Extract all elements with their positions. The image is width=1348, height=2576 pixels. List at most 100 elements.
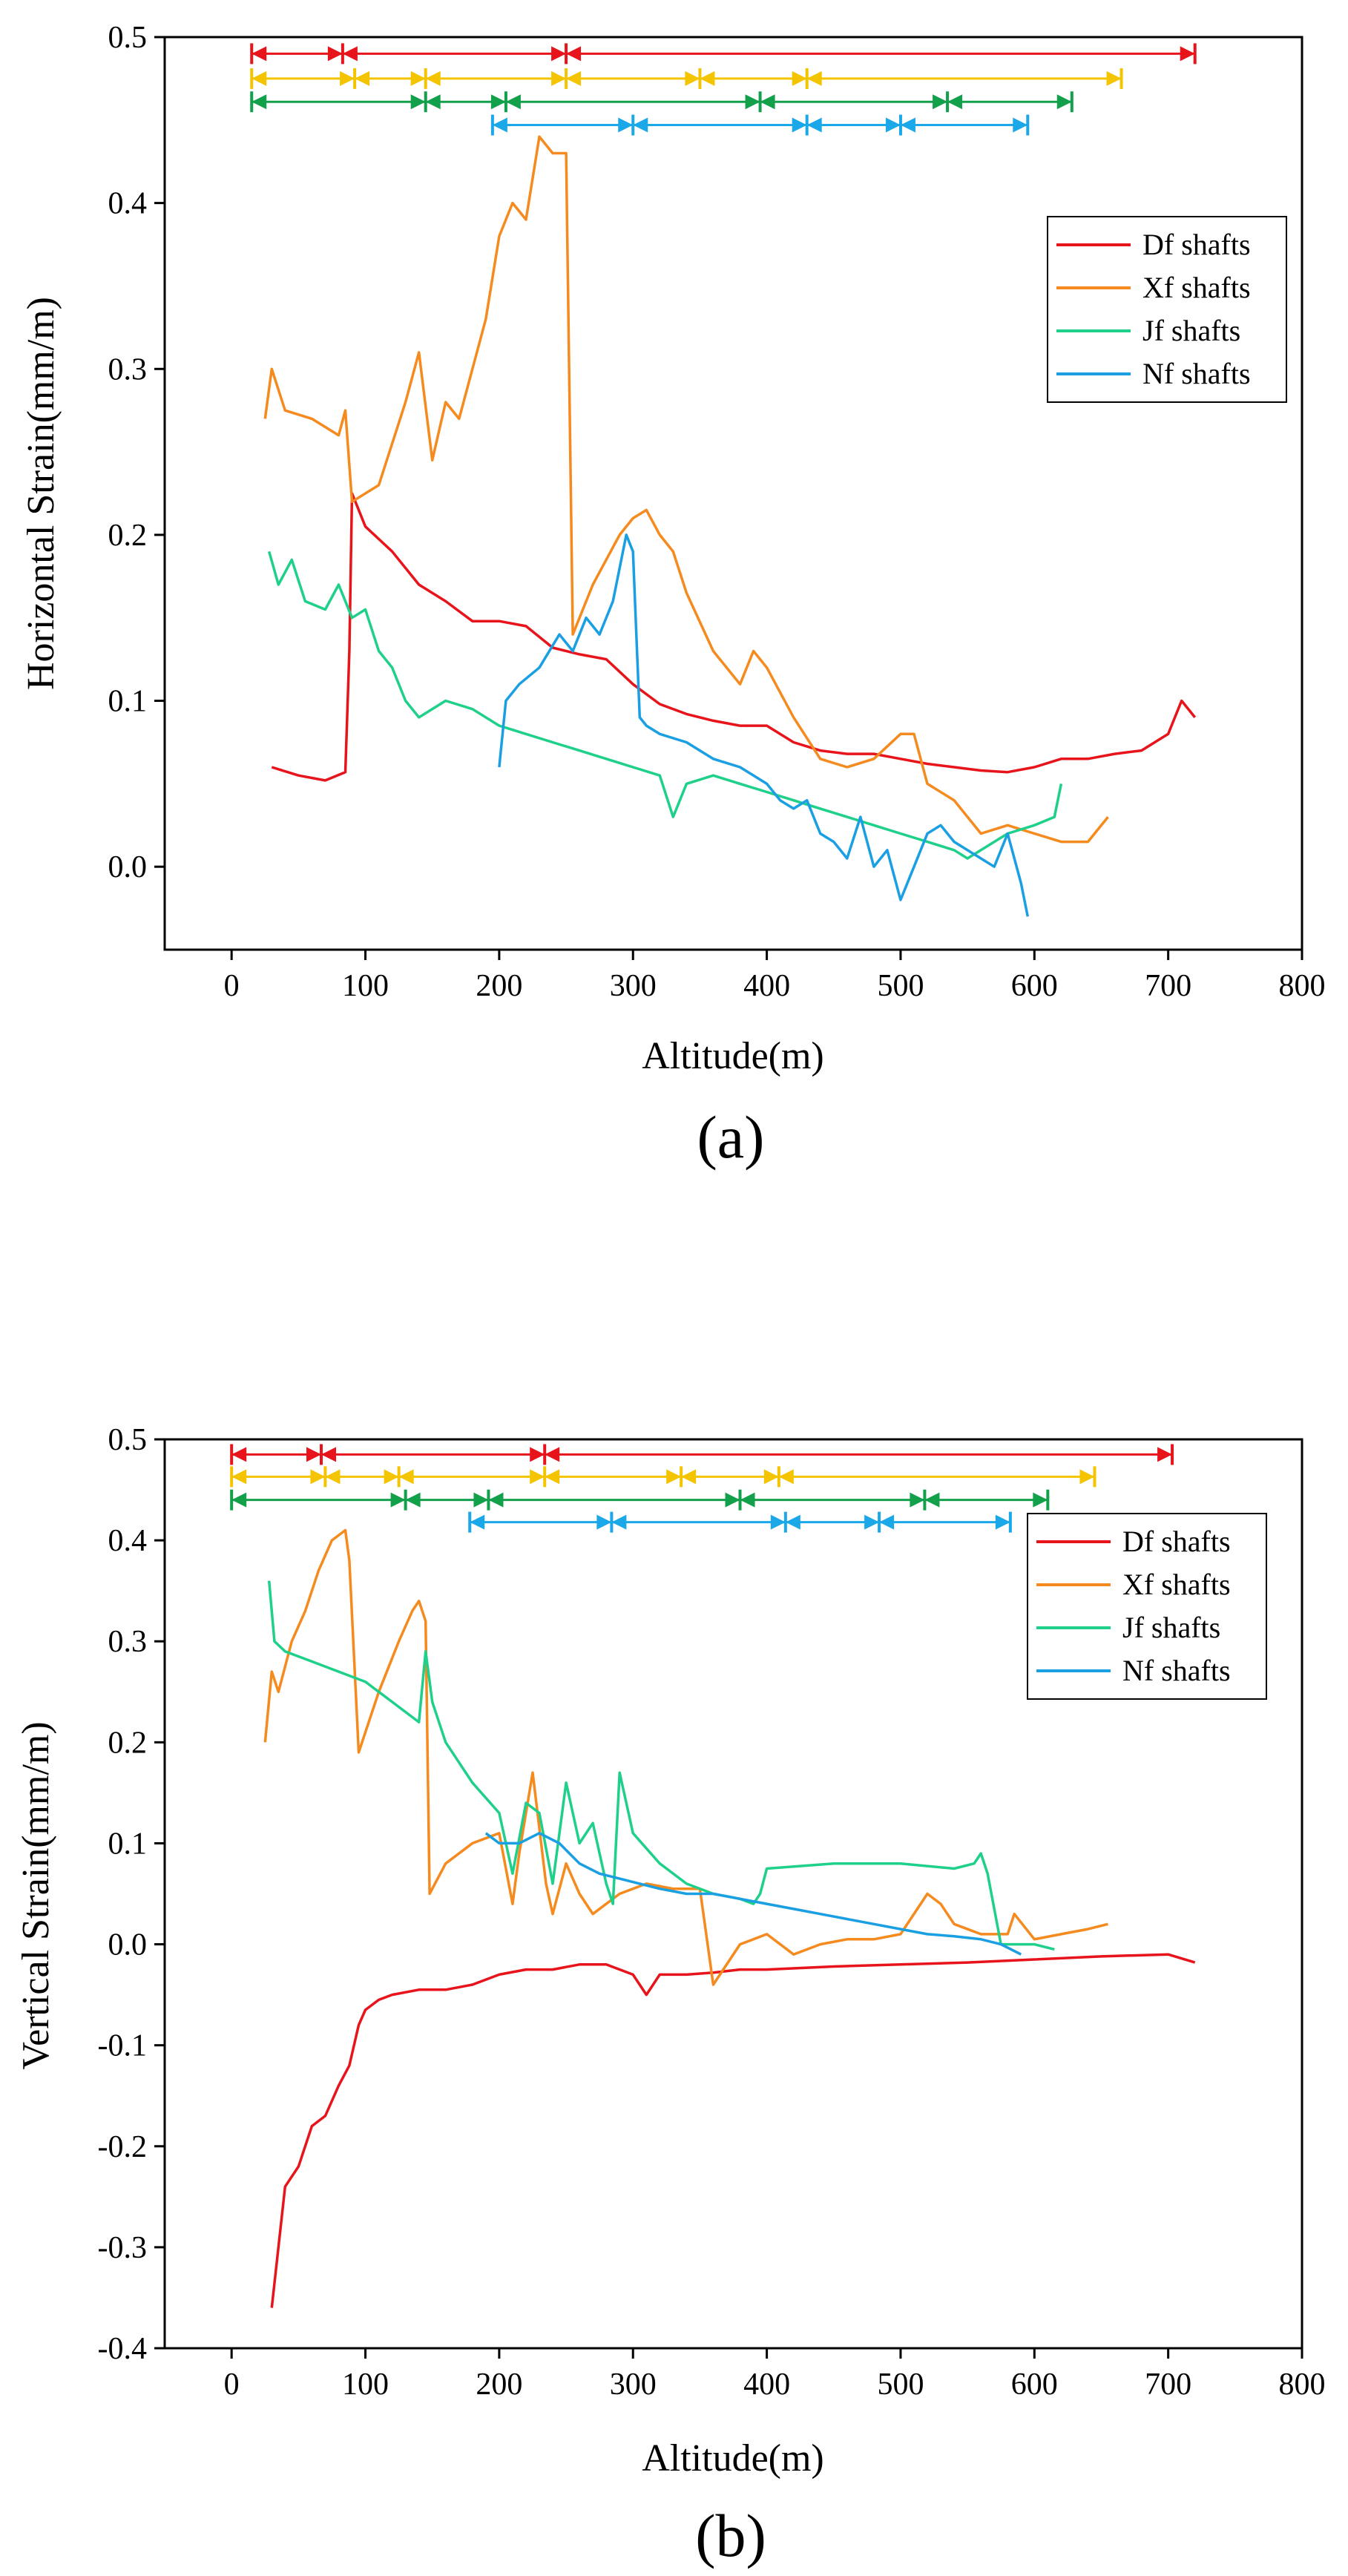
range-arrow-right-a-0-1: [551, 46, 567, 62]
series-line-b-jf-shafts: [267, 1580, 1055, 1951]
range-arrow-right-b-2-4: [1033, 1492, 1048, 1508]
plot-frame-a: [163, 36, 1303, 951]
range-arrow-right-b-3-3: [995, 1514, 1010, 1530]
range-arrow-right-a-0-2: [1180, 46, 1195, 62]
panel-a: 0 100 200 300 400 500 600 700 800 0.0 0.1 0.2 0.3 0.4…: [20, 21, 1326, 1171]
y-tick-label-a-1: 0.1: [108, 685, 148, 719]
range-arrow-right-a-3-1: [792, 117, 807, 133]
y-tick-label-b-2: 0.3: [108, 1625, 148, 1659]
series-line-b-df-shafts: [270, 1953, 1196, 2308]
range-arrow-right-b-0-2: [1157, 1447, 1173, 1462]
range-arrow-left-b-2-2: [488, 1492, 504, 1508]
series-a: [263, 135, 1197, 917]
range-arrow-left-b-2-3: [740, 1492, 755, 1508]
y-tick-label-b-6: -0.1: [98, 2029, 148, 2063]
series-b: [263, 1528, 1196, 2308]
range-arrow-right-b-3-2: [864, 1514, 880, 1530]
legend-label-b-0: Df shafts: [1122, 1525, 1231, 1558]
x-tick-label-a-1: 100: [342, 969, 389, 1003]
x-axis-label-b: Altitude(m): [642, 2437, 824, 2480]
y-tick-label-b-0: 0.5: [108, 1423, 148, 1457]
series-line-a-nf-shafts: [498, 533, 1030, 917]
range-arrow-left-a-3-3: [900, 117, 915, 133]
range-arrow-left-a-2-0: [251, 94, 267, 110]
range-bars-a: [250, 43, 1197, 136]
range-arrow-right-b-3-1: [770, 1514, 786, 1530]
x-tick-label-b-6: 600: [1011, 2368, 1058, 2402]
range-arrow-right-a-3-3: [1013, 117, 1028, 133]
series-line-a-xf-shafts: [263, 135, 1109, 844]
range-arrow-right-b-0-1: [530, 1447, 545, 1462]
range-arrow-right-a-1-2: [551, 70, 567, 86]
x-tick-label-b-7: 700: [1145, 2368, 1191, 2402]
range-arrow-left-a-2-3: [760, 94, 775, 110]
range-arrow-right-a-3-2: [885, 117, 901, 133]
range-arrow-left-a-3-1: [633, 117, 648, 133]
x-tick-label-a-2: 200: [476, 969, 522, 1003]
x-tick-label-b-3: 300: [610, 2368, 657, 2402]
range-arrow-left-a-1-2: [425, 70, 441, 86]
series-line-a-df-shafts: [271, 492, 1197, 782]
range-arrow-right-b-0-0: [306, 1447, 322, 1462]
range-arrow-left-a-1-4: [700, 70, 715, 86]
x-tick-label-b-0: 0: [224, 2368, 240, 2402]
x-tick-label-a-4: 400: [743, 969, 790, 1003]
plot-frame-b: [163, 1438, 1303, 2350]
y-tick-label-a-0: 0.0: [108, 850, 148, 884]
range-arrow-right-a-2-1: [490, 94, 506, 110]
range-arrow-right-b-1-1: [384, 1469, 399, 1485]
legend-label-b-2: Jf shafts: [1122, 1611, 1220, 1644]
x-tick-label-a-3: 300: [610, 969, 657, 1003]
legend-box-b: [1027, 1513, 1267, 1700]
range-arrow-right-b-3-0: [596, 1514, 612, 1530]
range-arrow-left-a-1-5: [806, 70, 822, 86]
range-arrow-left-b-3-1: [611, 1514, 627, 1530]
range-arrow-right-b-1-4: [763, 1469, 779, 1485]
range-arrow-right-b-2-0: [390, 1492, 406, 1508]
x-tick-label-a-8: 800: [1279, 969, 1326, 1003]
legend-label-a-1: Xf shafts: [1142, 271, 1251, 304]
range-arrow-left-a-0-1: [342, 46, 358, 62]
range-arrow-right-a-1-4: [792, 70, 807, 86]
range-arrow-left-b-2-4: [924, 1492, 940, 1508]
range-arrow-right-a-2-2: [745, 94, 760, 110]
legend-label-a-2: Jf shafts: [1142, 314, 1240, 347]
range-arrow-right-a-1-3: [685, 70, 700, 86]
y-tick-label-b-7: -0.2: [98, 2130, 148, 2164]
caption-b: (b): [695, 2502, 766, 2569]
x-tick-label-b-1: 100: [342, 2368, 389, 2402]
range-arrow-right-a-2-0: [410, 94, 426, 110]
legend-label-b-3: Nf shafts: [1122, 1654, 1231, 1687]
x-tick-label-b-2: 200: [476, 2368, 522, 2402]
range-arrow-right-a-2-4: [1056, 94, 1072, 110]
range-arrow-right-a-1-1: [410, 70, 426, 86]
range-arrow-left-b-1-3: [545, 1469, 560, 1485]
panel-b: 0 100 200 300 400 500 600 700 800 0.5 0.4 0.3 0.2 0.1…: [15, 1423, 1326, 2569]
range-bars-b: [230, 1444, 1174, 1533]
range-arrow-left-b-2-1: [405, 1492, 421, 1508]
range-arrow-right-b-2-2: [725, 1492, 740, 1508]
range-arrow-right-a-1-0: [340, 70, 355, 86]
range-arrow-left-b-3-3: [879, 1514, 895, 1530]
range-arrow-right-a-0-0: [327, 46, 343, 62]
y-tick-label-a-2: 0.2: [108, 519, 148, 553]
series-line-b-nf-shafts: [484, 1832, 1022, 1956]
range-arrow-left-b-0-0: [231, 1447, 247, 1462]
range-arrow-left-b-0-2: [545, 1447, 560, 1462]
range-arrow-left-a-1-3: [566, 70, 582, 86]
range-arrow-left-a-1-1: [355, 70, 370, 86]
x-tick-label-a-6: 600: [1011, 969, 1058, 1003]
y-axis-label-a: Horizontal Strain(mm/m): [20, 297, 62, 690]
y-tick-label-a-5: 0.5: [108, 21, 148, 55]
range-arrow-right-a-2-3: [933, 94, 948, 110]
y-tick-label-b-8: -0.3: [98, 2231, 148, 2265]
y-tick-label-b-4: 0.1: [108, 1827, 148, 1861]
range-arrow-right-a-1-5: [1106, 70, 1122, 86]
x-tick-label-a-5: 500: [877, 969, 924, 1003]
range-arrow-left-a-3-2: [806, 117, 822, 133]
range-arrow-left-a-0-2: [566, 46, 582, 62]
legend-label-a-3: Nf shafts: [1142, 357, 1251, 390]
range-arrow-left-b-3-0: [470, 1514, 485, 1530]
x-tick-label-b-5: 500: [877, 2368, 924, 2402]
range-arrow-left-b-1-1: [325, 1469, 341, 1485]
